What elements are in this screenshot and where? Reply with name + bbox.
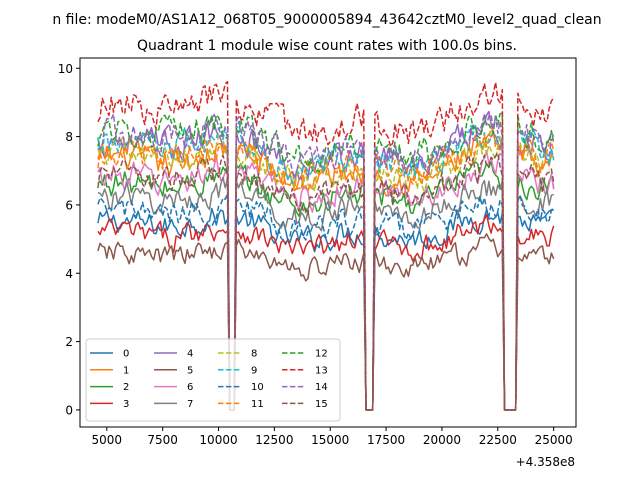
x-tick-label: 15000: [311, 433, 349, 447]
series-line-15: [97, 152, 555, 411]
x-tick-label: 12500: [255, 433, 293, 447]
legend-label: 0: [123, 349, 129, 360]
legend-label: 7: [187, 399, 193, 410]
legend-label: 12: [315, 349, 328, 360]
x-axis: 5000 7500 10000 12500 15000 17500 20000 22500 25…: [92, 427, 573, 447]
series-line-11: [97, 126, 555, 411]
y-axis: 0 2 4 6 8 10: [58, 62, 80, 417]
y-tick-label: 6: [65, 198, 73, 212]
legend-label: 2: [123, 382, 129, 393]
legend-label: 14: [315, 382, 328, 393]
legend-label: 10: [251, 382, 264, 393]
x-tick-label: 25000: [535, 433, 573, 447]
x-tick-label: 5000: [92, 433, 123, 447]
legend-box: [85, 338, 341, 422]
legend-label: 13: [315, 365, 328, 376]
figure-suptitle: n file: modeM0/AS1A12_068T05_9000005894_…: [52, 12, 601, 28]
x-tick-label: 10000: [199, 433, 237, 447]
y-tick-label: 4: [65, 267, 73, 281]
series-line-5: [97, 233, 555, 411]
series-line-13: [97, 80, 555, 411]
chart-title: Quadrant 1 module wise count rates with …: [137, 38, 517, 54]
x-tick-label: 20000: [423, 433, 461, 447]
y-tick-label: 2: [65, 335, 73, 349]
legend-label: 8: [251, 349, 257, 360]
legend-label: 5: [187, 365, 193, 376]
y-tick-label: 8: [65, 130, 73, 144]
legend-label: 4: [187, 349, 193, 360]
y-tick-label: 10: [58, 62, 73, 76]
x-offset-label: +4.358e8: [516, 455, 575, 469]
series-line-4: [97, 110, 555, 411]
legend-label: 6: [187, 382, 193, 393]
series-line-12: [97, 112, 555, 411]
legend-label: 3: [123, 399, 129, 410]
legend-label: 9: [251, 365, 257, 376]
x-tick-label: 17500: [367, 433, 405, 447]
series-line-9: [97, 120, 555, 411]
legend-label: 15: [315, 399, 328, 410]
series-layer: [97, 80, 555, 411]
plot-frame: [79, 57, 577, 428]
series-line-10: [97, 193, 555, 411]
series-line-3: [97, 213, 555, 411]
legend-label: 1: [123, 365, 129, 376]
series-line-14: [97, 112, 554, 411]
x-tick-label: 22500: [479, 433, 517, 447]
x-tick-label: 7500: [147, 433, 178, 447]
y-tick-label: 0: [65, 403, 73, 417]
legend-label: 11: [251, 399, 264, 410]
